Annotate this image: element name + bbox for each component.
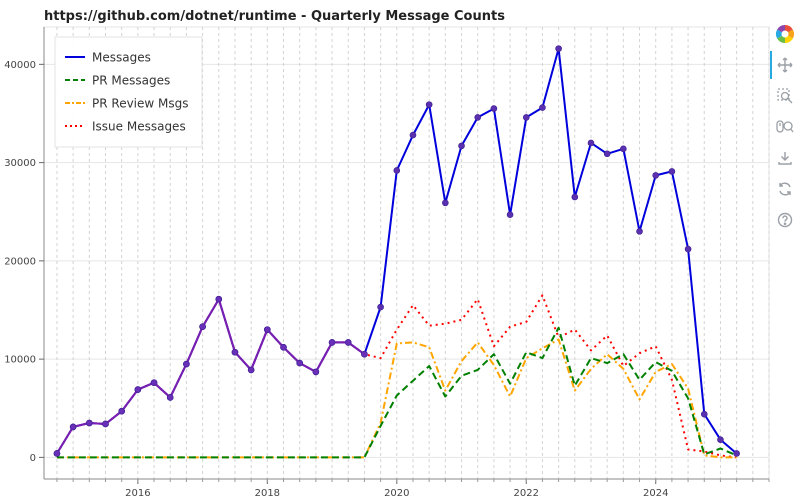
- data-point: [652, 172, 660, 179]
- data-point: [377, 303, 384, 311]
- data-point: [700, 410, 708, 418]
- data-point: [571, 193, 579, 201]
- save-icon[interactable]: [773, 146, 797, 170]
- axes: 0 10000 20000 30000 40000 2016 2018 2020 2022 202…: [4, 27, 770, 499]
- data-point: [69, 423, 77, 431]
- data-point: [134, 386, 142, 393]
- x-tick-label: 2024: [643, 488, 668, 499]
- legend-label[interactable]: PR Review Msgs: [92, 97, 189, 111]
- help-icon[interactable]: [773, 208, 797, 232]
- data-point: [458, 142, 465, 150]
- data-point: [312, 368, 320, 376]
- data-point: [668, 168, 676, 175]
- data-point: [555, 45, 562, 52]
- data-point: [490, 105, 498, 112]
- data-point: [118, 407, 125, 415]
- toolbar-active-indicator: [770, 51, 772, 79]
- x-tick-label: 2018: [255, 488, 280, 499]
- data-point: [199, 323, 206, 330]
- data-point: [296, 359, 303, 367]
- data-point: [522, 114, 530, 121]
- data-point: [603, 150, 611, 158]
- data-point: [150, 379, 158, 387]
- data-point: [506, 211, 514, 218]
- chart-title: https://github.com/dotnet/runtime - Quar…: [44, 9, 505, 24]
- data-point: [684, 245, 692, 253]
- series-line-pr-review-msgs: [56, 338, 737, 459]
- series-layer: [53, 45, 740, 459]
- reset-icon[interactable]: [773, 177, 797, 201]
- data-point: [587, 139, 595, 147]
- box-zoom-icon[interactable]: [773, 84, 797, 108]
- bokeh-logo-icon[interactable]: [773, 22, 797, 46]
- y-tick-label: 40000: [4, 60, 36, 71]
- data-point: [620, 145, 627, 153]
- wheel-zoom-icon[interactable]: [773, 115, 797, 139]
- legend-label[interactable]: PR Messages: [92, 74, 170, 88]
- data-point: [442, 199, 449, 207]
- series-line-pr-messages: [56, 326, 737, 459]
- data-point: [231, 348, 239, 356]
- y-tick-label: 0: [30, 453, 36, 464]
- data-point: [733, 450, 740, 457]
- data-point: [717, 436, 724, 443]
- data-point: [264, 326, 271, 333]
- y-tick-label: 20000: [4, 256, 36, 267]
- y-tick-label: 30000: [4, 158, 36, 169]
- x-tick-label: 2020: [384, 488, 409, 499]
- x-tick-label: 2022: [514, 488, 539, 499]
- data-point: [247, 366, 255, 374]
- legend-box: [54, 36, 203, 148]
- data-point: [636, 228, 643, 235]
- data-point: [328, 339, 336, 346]
- legend[interactable]: Messages PR Messages PR Review Msgs Issue M…: [54, 36, 203, 148]
- data-point: [183, 360, 190, 368]
- data-point: [215, 295, 223, 303]
- data-point: [474, 114, 482, 121]
- data-point: [425, 101, 433, 108]
- legend-label[interactable]: Messages: [92, 51, 151, 65]
- data-point: [102, 420, 109, 428]
- data-point: [393, 167, 401, 174]
- legend-label[interactable]: Issue Messages: [92, 120, 186, 134]
- data-point: [53, 450, 61, 457]
- data-point: [344, 339, 352, 346]
- y-tick-label: 10000: [4, 355, 36, 366]
- data-point: [409, 131, 417, 139]
- x-tick-label: 2016: [125, 488, 150, 499]
- data-point: [86, 419, 93, 427]
- data-point: [539, 104, 546, 111]
- data-point: [166, 394, 174, 401]
- pan-icon[interactable]: [773, 53, 797, 77]
- data-point: [361, 350, 368, 358]
- data-point: [280, 344, 287, 351]
